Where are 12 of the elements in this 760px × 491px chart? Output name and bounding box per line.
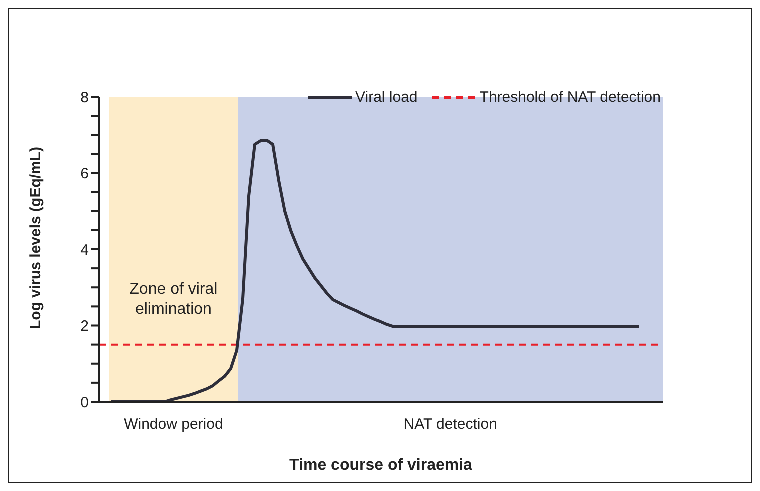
text: NAT detection bbox=[402, 416, 498, 433]
y-tick-label: 8 bbox=[80, 89, 89, 106]
y-axis-title: Log virus levels (gEq/mL) bbox=[27, 146, 44, 330]
annotation: Zone of viral elimination bbox=[128, 280, 219, 320]
legend-label: Viral load bbox=[356, 89, 418, 106]
text: Window period bbox=[123, 416, 224, 433]
y-tick-label: 4 bbox=[80, 242, 89, 259]
y-tick-label: 2 bbox=[80, 318, 89, 336]
y-tick-label: 0 bbox=[80, 394, 89, 412]
y-tick-label: 6 bbox=[80, 166, 89, 183]
legend-label: Threshold of NAT detection bbox=[480, 89, 661, 106]
x-axis-title: Time course of viraemia bbox=[290, 457, 473, 474]
